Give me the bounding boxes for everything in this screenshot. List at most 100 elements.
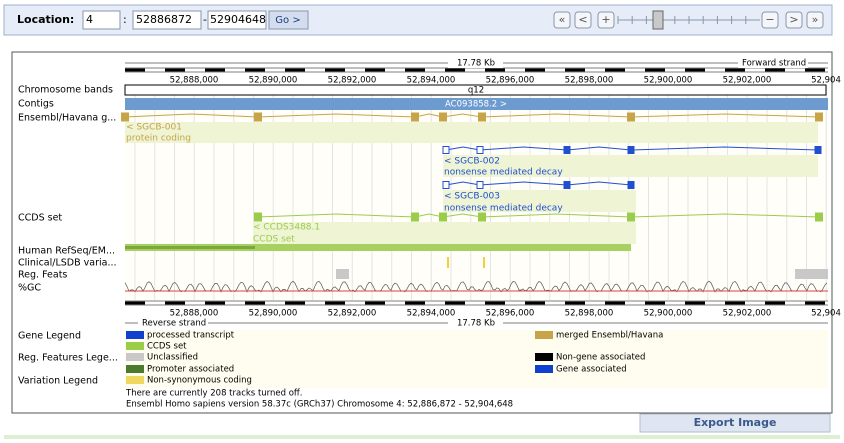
legend-title: Gene Legend — [18, 331, 81, 342]
scale-label: 52,900,000 — [644, 76, 693, 86]
feature-type: CCDS set — [253, 235, 295, 245]
chromosome-band — [124, 84, 827, 96]
track-label: Ensembl/Havana g... — [18, 113, 116, 124]
nav-icon: » — [812, 13, 819, 26]
scale-label: 52,890,000 — [249, 309, 298, 319]
legend-swatch — [126, 342, 144, 350]
feature-label: < SGCB-002 — [444, 157, 500, 167]
variant — [483, 257, 485, 268]
track-label: Contigs — [18, 99, 54, 110]
exon — [442, 146, 450, 154]
feature-type: nonsense mediated decay — [444, 168, 563, 178]
variant — [447, 257, 449, 268]
length-bg — [448, 58, 503, 68]
strand-label: Forward strand — [742, 59, 806, 69]
refseq — [125, 244, 631, 251]
export-button[interactable] — [639, 413, 831, 433]
scale-label: 52,896,000 — [486, 309, 535, 319]
legend-entry: Unclassified — [147, 353, 198, 363]
slider-handle[interactable] — [652, 10, 664, 30]
scale-label: 52,898,000 — [565, 309, 614, 319]
intron — [445, 181, 632, 186]
strand-bg — [738, 58, 808, 68]
legend-title: Variation Legend — [18, 376, 98, 387]
footer-text: There are currently 208 tracks turned of… — [125, 389, 302, 399]
exon — [476, 181, 484, 189]
exon — [815, 212, 823, 222]
exon — [627, 146, 635, 154]
feature-bg — [253, 222, 636, 244]
exon — [439, 112, 447, 122]
separator: : — [123, 13, 127, 26]
refseq-utr — [125, 246, 255, 249]
scale-length: 17.78 Kb — [457, 59, 495, 69]
chromosome-value: 4 — [86, 13, 93, 26]
legend-swatch — [535, 353, 553, 361]
legend-swatch — [126, 365, 144, 373]
feature-label: < CCDS3488.1 — [253, 223, 320, 233]
bottom-strip — [4, 435, 840, 439]
nav-button[interactable] — [553, 11, 571, 29]
scale-label: 52,894,000 — [407, 76, 456, 86]
scale-label: 52,898,000 — [565, 76, 614, 86]
legend-swatch — [126, 376, 144, 384]
exon — [478, 212, 486, 222]
scale-label: 52,892,000 — [328, 76, 377, 86]
exon — [563, 181, 571, 189]
legend-entry: CCDS set — [147, 342, 187, 352]
scale-label: 52,900,000 — [644, 309, 693, 319]
legend-swatch — [126, 353, 144, 361]
legend-entry: Non-synonymous coding — [147, 376, 252, 386]
intron — [257, 213, 820, 218]
end-input[interactable] — [207, 10, 267, 30]
track-label: Chromosome bands — [18, 85, 113, 96]
strand-bg — [138, 318, 208, 328]
legend-entry: Gene associated — [556, 365, 627, 375]
location-label: Location: — [17, 13, 74, 26]
exon — [254, 112, 262, 122]
nav-button[interactable] — [597, 11, 615, 29]
contig — [125, 98, 828, 110]
legend-entry: Promoter associated — [147, 365, 234, 375]
exon — [627, 112, 635, 122]
scale-label: 52,890,000 — [249, 76, 298, 86]
scale-label: 52,896,000 — [486, 76, 535, 86]
track-label: Human RefSeq/EM... — [18, 246, 115, 257]
feature-bg — [443, 190, 636, 212]
end-value: 52904648 — [210, 13, 266, 26]
strand-label: Reverse strand — [142, 319, 206, 329]
track-label: Reg. Feats — [18, 270, 67, 281]
exon — [442, 181, 450, 189]
feature-label: < SGCB-003 — [444, 192, 500, 202]
scale-label: 52,902,000 — [723, 76, 772, 86]
legend-title: Reg. Features Lege... — [18, 353, 118, 364]
exon — [121, 112, 129, 122]
go-button[interactable] — [268, 10, 309, 30]
scale-label: 52,888,000 — [170, 309, 219, 319]
scale-label: 52,892,000 — [328, 309, 377, 319]
exon — [563, 146, 571, 154]
exon — [815, 112, 823, 122]
legend-entry: Non-gene associated — [556, 353, 645, 363]
reg-feature — [336, 269, 349, 279]
exon — [476, 146, 484, 154]
scale-label: 52,888,000 — [170, 76, 219, 86]
chromosome-input[interactable] — [82, 10, 121, 30]
legend-entry: merged Ensembl/Havana — [556, 331, 663, 341]
contig-label: AC093858.2 > — [445, 100, 507, 110]
band-label: q12 — [468, 86, 484, 96]
nav-button[interactable] — [574, 11, 592, 29]
go-label: Go > — [275, 15, 300, 26]
feature-type: protein coding — [126, 134, 191, 144]
start-input[interactable] — [132, 10, 202, 30]
exon — [627, 212, 635, 222]
nav-icon: < — [578, 13, 587, 26]
nav-button[interactable] — [761, 11, 779, 29]
nav-icon: « — [559, 13, 566, 26]
nav-button[interactable] — [785, 11, 803, 29]
dash: - — [203, 13, 207, 26]
scale-label: 52,904 — [811, 309, 841, 319]
feature-bg — [125, 122, 818, 143]
exon — [627, 181, 635, 189]
nav-button[interactable] — [806, 11, 824, 29]
